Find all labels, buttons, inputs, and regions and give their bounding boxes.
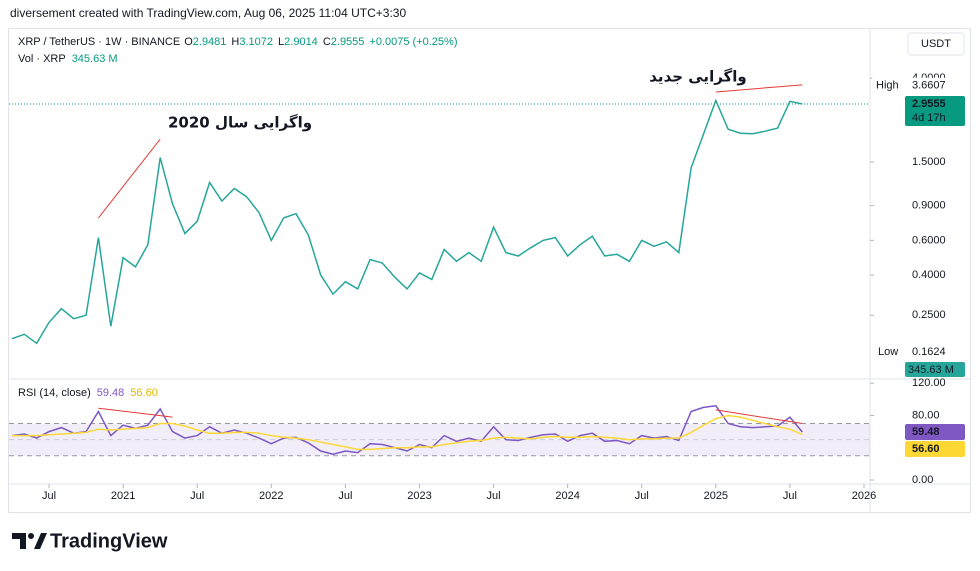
volume-value: 345.63 M	[72, 53, 118, 65]
logo-dot	[28, 533, 34, 539]
x-tick-label: 2023	[407, 490, 431, 502]
ohlc-value: 2.9481	[193, 36, 227, 48]
volume-header: Vol · XRP 345.63 M	[18, 53, 118, 65]
high-box	[872, 77, 964, 94]
change: +0.0075 (+0.25%)	[369, 36, 457, 48]
volume-label: Vol · XRP	[18, 53, 66, 65]
y-tick-label: 0.6000	[912, 234, 946, 246]
x-tick-label: 2024	[555, 490, 579, 502]
logo	[12, 533, 47, 549]
divergence-line	[715, 409, 803, 425]
x-tick-label: Jul	[783, 490, 797, 502]
x-tick-label: Jul	[487, 490, 501, 502]
ohlc-key: O	[184, 36, 193, 48]
price-badge-value: 2.9555	[912, 98, 946, 110]
divergence-line	[98, 138, 161, 219]
rsi-value: 59.48	[97, 387, 125, 399]
volume-badge	[905, 362, 965, 377]
low-box	[872, 344, 964, 361]
logo-shape	[34, 533, 47, 549]
rsi-title: RSI (14, close)	[18, 387, 91, 399]
ohlc-value: 3.1072	[239, 36, 273, 48]
divergence-line	[715, 84, 803, 93]
price-countdown: 4d 17h	[912, 112, 946, 124]
y-tick-label: 0.00	[912, 474, 933, 486]
high-value: 3.6607	[912, 80, 946, 92]
x-tick-label: Jul	[42, 490, 56, 502]
price-badge	[905, 96, 965, 127]
ohlc-key: C	[323, 36, 331, 48]
symbol: XRP / TetherUS · 1W · BINANCE	[18, 36, 180, 48]
ohlc-value: 2.9555	[331, 36, 365, 48]
x-tick-label: 2021	[111, 490, 135, 502]
ohlc-value: 2.9014	[284, 36, 318, 48]
x-tick-label: 2022	[259, 490, 283, 502]
rsi-badge	[905, 424, 965, 441]
y-tick-label: 120.00	[912, 377, 946, 389]
low-text: Low	[878, 346, 898, 358]
low-value: 0.1624	[912, 346, 946, 358]
data-line	[11, 98, 803, 345]
annotation: واگرایی سال 2020	[168, 114, 312, 132]
high-text: High	[876, 80, 899, 92]
annotation: واگرایی جدید	[649, 68, 746, 86]
credit: diversement created with TradingView.com…	[10, 6, 406, 20]
logo-shape	[12, 533, 26, 549]
rsi-badge-value: 59.48	[912, 426, 940, 438]
currency-box[interactable]	[907, 32, 965, 56]
x-tick-label: Jul	[338, 490, 352, 502]
y-tick-label: 0.2500	[912, 309, 946, 321]
x-tick-label: Jul	[190, 490, 204, 502]
y-tick-label: 0.9000	[912, 200, 946, 212]
x-tick-label: Jul	[635, 490, 649, 502]
rsi-ma-badge	[905, 441, 965, 458]
data-line	[12, 414, 803, 451]
divergence-line	[98, 407, 173, 418]
x-tick-label: 2025	[704, 490, 728, 502]
volume-badge-value: 345.63 M	[908, 364, 954, 376]
brand: TradingView	[50, 530, 168, 552]
chart-frame	[8, 28, 971, 513]
rsi-ma-value: 56.60	[130, 387, 158, 399]
symbol-header: XRP / TetherUS · 1W · BINANCE O2.9481 H3.1…	[18, 36, 458, 48]
rsi-ma-badge-value: 56.60	[912, 443, 940, 455]
y-tick-label: 1.5000	[912, 156, 946, 168]
x-tick-label: 2026	[852, 490, 876, 502]
rsi-legend: RSI (14, close) 59.48 56.60	[18, 387, 158, 399]
ohlc-key: L	[278, 36, 284, 48]
y-tick-label: 0.4000	[912, 269, 946, 281]
currency[interactable]: USDT	[921, 38, 951, 50]
y-tick-label: 80.00	[912, 409, 940, 421]
ohlc-key: H	[231, 36, 239, 48]
